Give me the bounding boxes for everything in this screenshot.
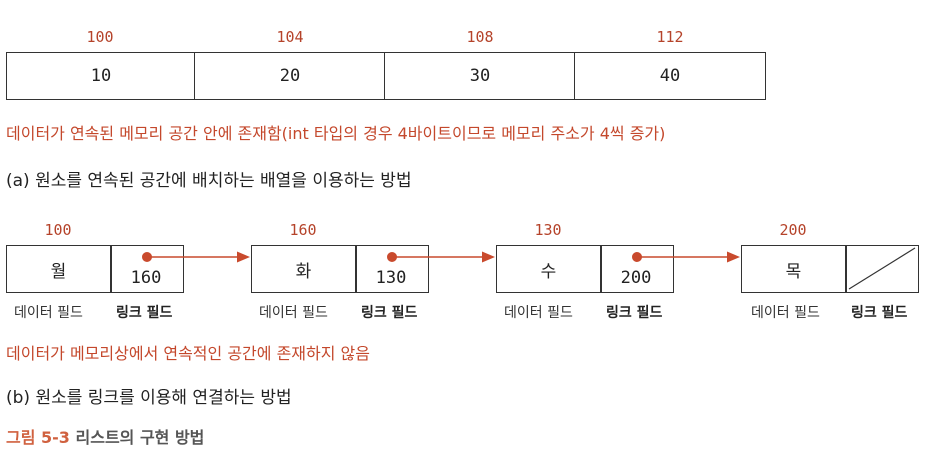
arrowhead-icon — [482, 251, 495, 263]
link-field-label: 링크 필드 — [361, 305, 418, 321]
array-cell-3: 40 — [574, 52, 766, 100]
node-link-field: 160 — [112, 246, 180, 292]
null-slash-icon — [848, 247, 916, 290]
figure-caption: 그림 5-3 리스트의 구현 방법 — [6, 424, 204, 448]
array-address-2: 108 — [466, 28, 494, 46]
data-field-label: 데이터 필드 — [14, 305, 83, 321]
node-2: 수 200 — [496, 245, 674, 293]
link-field-label: 링크 필드 — [851, 305, 908, 321]
array-cell-1: 20 — [194, 52, 386, 100]
link-field-label: 링크 필드 — [116, 305, 173, 321]
node-address-0: 100 — [44, 221, 72, 239]
array-cell-0: 10 — [6, 52, 196, 100]
linked-caption: (b) 원소를 링크를 이용해 연결하는 방법 — [6, 388, 292, 408]
node-address-1: 160 — [289, 221, 317, 239]
array-cell-2: 30 — [384, 52, 576, 100]
node-data-field: 목 — [785, 261, 802, 282]
array-note: 데이터가 연속된 메모리 공간 안에 존재함(int 타입의 경우 4바이트이므… — [6, 124, 666, 143]
node-address-2: 130 — [534, 221, 562, 239]
arrowhead-icon — [237, 251, 250, 263]
data-field-label: 데이터 필드 — [259, 305, 328, 321]
node-3: 목 — [741, 245, 919, 293]
array-address-3: 112 — [656, 28, 684, 46]
node-divider — [845, 246, 847, 292]
node-address-3: 200 — [779, 221, 807, 239]
node-1: 화 130 — [251, 245, 429, 293]
array-address-0: 100 — [86, 28, 114, 46]
node-link-value: 130 — [375, 268, 407, 288]
arrowhead-icon — [727, 251, 740, 263]
figure-title: 리스트의 구현 방법 — [75, 428, 205, 447]
node-data-field: 월 — [50, 261, 67, 282]
data-field-label: 데이터 필드 — [751, 305, 820, 321]
node-link-field-null — [847, 246, 916, 292]
data-field-label: 데이터 필드 — [504, 305, 573, 321]
node-link-field: 200 — [602, 246, 670, 292]
node-divider — [600, 246, 602, 292]
node-0: 월 160 — [6, 245, 184, 293]
node-divider — [355, 246, 357, 292]
node-link-value: 160 — [130, 268, 162, 288]
node-link-field: 130 — [357, 246, 425, 292]
array-caption: (a) 원소를 연속된 공간에 배치하는 배열을 이용하는 방법 — [6, 171, 412, 191]
array-address-1: 104 — [276, 28, 304, 46]
node-data-field: 화 — [295, 261, 312, 282]
node-data-field: 수 — [540, 261, 557, 282]
node-divider — [110, 246, 112, 292]
figure-number: 그림 5-3 — [6, 428, 70, 447]
node-link-value: 200 — [620, 268, 652, 288]
linked-note: 데이터가 메모리상에서 연속적인 공간에 존재하지 않음 — [6, 344, 370, 363]
link-field-label: 링크 필드 — [606, 305, 663, 321]
